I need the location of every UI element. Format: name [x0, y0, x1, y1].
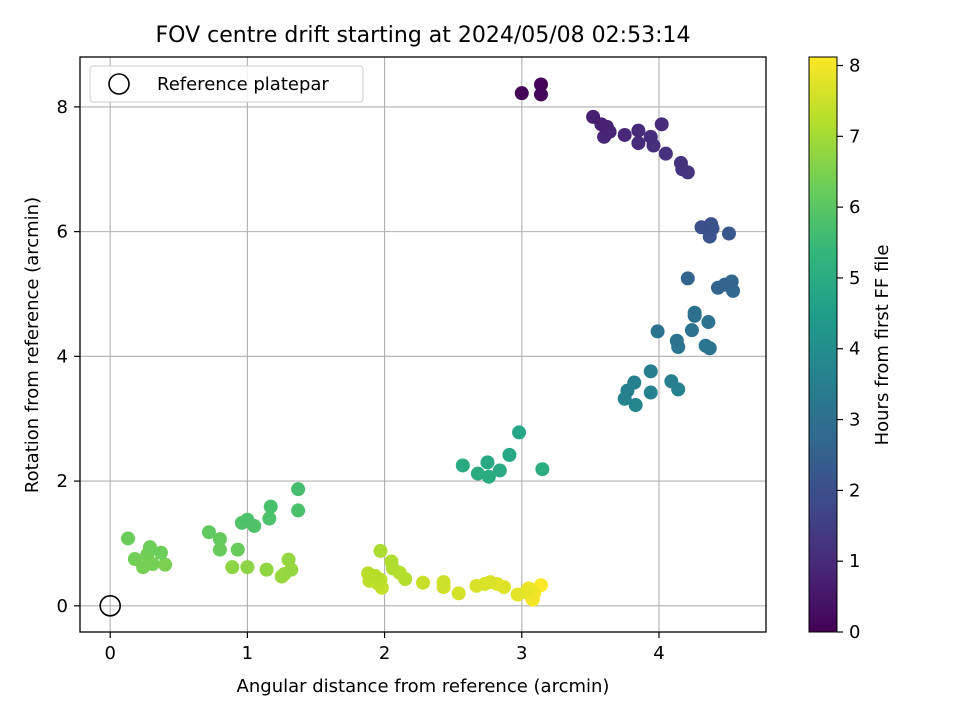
colorbar-tick-label: 4	[849, 339, 860, 360]
legend-box	[89, 65, 364, 103]
data-point	[480, 455, 495, 470]
data-point	[262, 511, 277, 526]
data-point	[502, 447, 517, 462]
data-point	[631, 136, 646, 151]
x-tick-label: 1	[242, 643, 253, 664]
x-tick-label: 0	[104, 643, 115, 664]
data-point	[481, 469, 496, 484]
data-point	[240, 512, 255, 527]
data-point	[710, 280, 725, 295]
data-points	[121, 77, 741, 607]
data-point	[701, 315, 716, 330]
colorbar-ticks: 0 1 2 3 4 5 6 7 8	[837, 55, 860, 643]
data-point	[240, 560, 255, 575]
data-point	[512, 425, 527, 440]
data-point	[373, 543, 388, 558]
x-axis-label: Angular distance from reference (arcmin)	[237, 676, 610, 697]
colorbar-tick-label: 7	[849, 126, 860, 147]
reference-marker	[99, 595, 121, 617]
data-point	[514, 86, 529, 101]
data-point	[436, 575, 451, 590]
data-point	[367, 568, 382, 583]
colorbar-tick-label: 5	[849, 268, 860, 289]
data-point	[225, 560, 240, 575]
legend: Reference platepar	[89, 65, 364, 103]
x-tick-label: 2	[379, 643, 390, 664]
data-point	[259, 562, 274, 577]
data-point	[721, 226, 736, 241]
data-point	[533, 77, 548, 92]
colorbar-tick-label: 8	[849, 55, 860, 76]
y-tick-label: 6	[57, 222, 68, 243]
y-tick-label: 2	[57, 471, 68, 492]
data-point	[698, 338, 713, 353]
data-point	[385, 561, 400, 576]
data-point	[617, 127, 632, 142]
data-point	[142, 540, 157, 555]
data-point	[664, 374, 679, 389]
data-point	[673, 156, 688, 171]
data-point	[470, 466, 485, 481]
data-point	[121, 531, 136, 546]
x-tick-label: 3	[516, 643, 527, 664]
data-point	[416, 575, 430, 590]
data-point	[533, 87, 548, 102]
y-tick-label: 4	[57, 346, 68, 367]
data-point	[643, 364, 658, 379]
y-tick-label: 0	[57, 596, 68, 617]
colorbar-tick-label: 0	[849, 622, 860, 643]
data-point	[230, 542, 245, 557]
colorbar-tick-label: 3	[849, 410, 860, 431]
data-point	[455, 458, 470, 473]
data-point	[212, 542, 227, 557]
data-point	[153, 545, 168, 560]
colorbar-label: Hours from first FF file	[872, 245, 893, 446]
y-tick-label: 8	[57, 97, 68, 118]
data-point	[201, 525, 216, 540]
data-point	[451, 586, 466, 601]
data-point	[669, 333, 684, 348]
x-tick-label: 4	[653, 643, 664, 664]
data-point	[284, 562, 299, 577]
colorbar-tick-label: 1	[849, 551, 860, 572]
data-point	[654, 117, 669, 132]
data-point	[687, 305, 702, 320]
legend-marker-reference	[108, 73, 130, 95]
data-point	[535, 462, 550, 477]
legend-label-reference: Reference platepar	[157, 74, 329, 95]
colorbar-tick-label: 6	[849, 197, 860, 218]
y-axis-label: Rotation from reference (arcmin)	[22, 197, 43, 493]
data-point	[658, 146, 673, 161]
data-point	[586, 109, 601, 124]
data-point	[158, 557, 173, 572]
data-point	[291, 482, 306, 497]
data-point	[643, 385, 658, 400]
data-point	[127, 552, 142, 567]
data-point	[628, 397, 643, 412]
data-point	[398, 571, 413, 586]
data-point	[643, 129, 658, 144]
data-point	[694, 220, 709, 235]
colorbar	[808, 56, 838, 633]
data-point	[477, 576, 492, 591]
data-point	[620, 383, 635, 398]
grid	[80, 57, 766, 632]
data-point	[492, 463, 507, 478]
axis-ticks: 0 1 2 3 4 0 2 4 6 8	[57, 97, 665, 664]
data-point	[680, 271, 695, 286]
data-point	[496, 580, 511, 595]
data-point	[510, 587, 525, 602]
plot-frame	[79, 56, 767, 633]
data-point	[684, 323, 699, 338]
data-point	[650, 324, 665, 339]
data-point	[212, 532, 227, 547]
colorbar-tick-label: 2	[849, 480, 860, 501]
data-point	[631, 123, 646, 138]
data-point	[291, 503, 306, 518]
data-point	[724, 274, 739, 289]
chart-title: FOV centre drift starting at 2024/05/08 …	[156, 23, 691, 48]
data-point	[263, 499, 278, 514]
